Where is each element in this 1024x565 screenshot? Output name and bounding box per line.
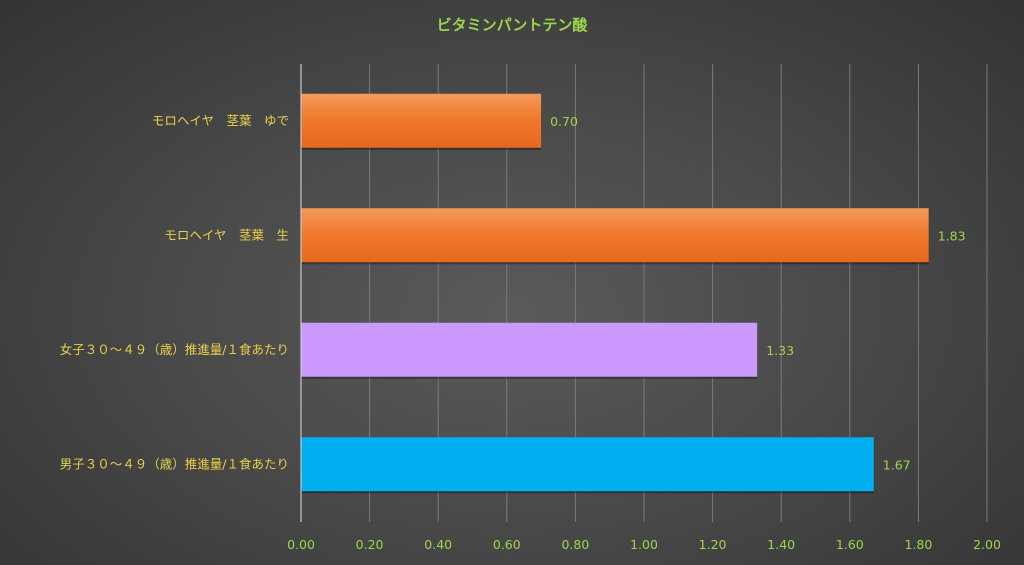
category-label: モロヘイヤ 茎葉 生	[164, 227, 289, 242]
axes: 0.00 0.20 0.40 0.60 0.80 1.00 1.20 1.40 1.60 1.80…	[60, 64, 1001, 552]
bar	[301, 208, 929, 263]
data-label: 1.67	[883, 457, 911, 472]
data-label: 1.83	[938, 228, 966, 243]
x-tick-label: 0.40	[424, 537, 452, 552]
x-tick-label: 0.00	[287, 537, 315, 552]
bar	[301, 437, 874, 492]
x-tick-label: 0.80	[561, 537, 589, 552]
x-tick-label: 1.40	[767, 537, 795, 552]
x-tick-label: 2.00	[973, 537, 1001, 552]
bars: 0.70 1.83 1.33 1.67	[301, 93, 966, 494]
category-label: モロヘイヤ 茎葉 ゆで	[152, 113, 289, 128]
x-tick-label: 1.80	[904, 537, 932, 552]
bar	[301, 322, 758, 377]
category-label: 男子３０～４９（歳）推進量/１食あたり	[60, 456, 289, 471]
bar	[301, 93, 542, 148]
x-tick-label: 1.00	[630, 537, 658, 552]
x-tick-label: 0.60	[493, 537, 521, 552]
category-label: 女子３０～４９（歳）推進量/１食あたり	[60, 342, 289, 357]
x-tick-label: 1.20	[699, 537, 727, 552]
data-label: 0.70	[550, 114, 578, 129]
x-tick-label: 0.20	[356, 537, 384, 552]
chart-title: ビタミンパントテン酸	[437, 16, 589, 34]
data-label: 1.33	[766, 343, 794, 358]
x-tick-label: 1.60	[836, 537, 864, 552]
